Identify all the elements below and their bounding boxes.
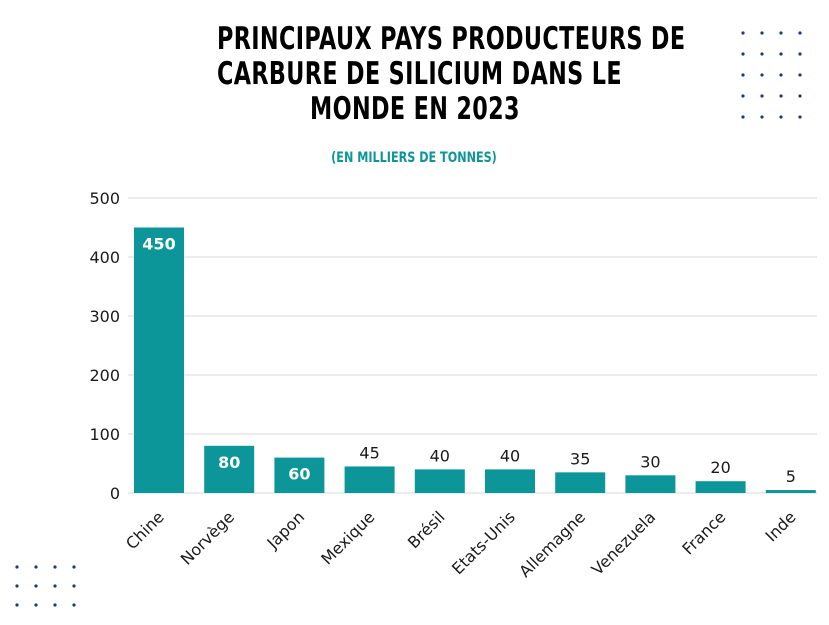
top-right-dot (779, 31, 783, 35)
bottom-left-dot (34, 584, 38, 588)
x-tick-label: Venezuela (588, 507, 660, 579)
top-right-dot (779, 52, 783, 56)
bottom-left-dot (15, 603, 19, 607)
bottom-left-dot (72, 565, 76, 569)
x-tick-label: Japon (263, 507, 309, 553)
data-label: 450 (142, 235, 175, 254)
bottom-left-dot (72, 584, 76, 588)
bar (485, 469, 535, 493)
x-tick-label: Inde (762, 507, 800, 545)
top-right-dot (779, 94, 783, 98)
top-right-dot (741, 52, 745, 56)
x-tick-label: France (678, 507, 729, 558)
top-right-dot (760, 94, 764, 98)
bar (134, 227, 184, 493)
top-right-dot (760, 52, 764, 56)
bar (555, 472, 606, 493)
chart-title-line-1: PRINCIPAUX PAYS PRODUCTEURS DE (216, 21, 686, 57)
bar (274, 457, 325, 493)
data-label: 80 (218, 453, 240, 472)
chart-title: PRINCIPAUX PAYS PRODUCTEURS DE CARBURE D… (216, 21, 686, 127)
top-right-dot (779, 73, 783, 77)
y-tick-label: 300 (89, 307, 120, 326)
x-tick-label: Norvège (177, 507, 238, 568)
x-tick-label: Chine (122, 507, 168, 553)
x-tick-label: Etats-Unis (448, 507, 519, 578)
top-right-dot (798, 115, 802, 119)
bar (625, 475, 676, 493)
x-tick-label: Allemagne (515, 507, 589, 581)
bottom-left-dot (53, 565, 57, 569)
chart-title-line-2: CARBURE DE SILICIUM DANS LE (216, 56, 622, 92)
chart-title-line-3: MONDE EN 2023 (310, 91, 520, 127)
top-right-dot (741, 31, 745, 35)
dot-pattern-top-right (741, 31, 802, 119)
data-label: 40 (430, 446, 450, 465)
top-right-dot (798, 94, 802, 98)
top-right-dot (779, 115, 783, 119)
bar (344, 466, 395, 493)
bottom-left-dot (15, 584, 19, 588)
data-label: 40 (500, 446, 520, 465)
top-right-dot (798, 52, 802, 56)
bottom-left-dot (34, 565, 38, 569)
bar (204, 445, 255, 493)
y-tick-label: 0 (110, 484, 120, 503)
x-tick-label: Mexique (317, 507, 378, 568)
y-tick-label: 200 (89, 366, 120, 385)
bottom-left-dot (53, 603, 57, 607)
bar (765, 490, 816, 493)
data-label: 30 (640, 452, 660, 471)
data-label: 35 (570, 449, 590, 468)
chart-subtitle: (EN MILLIERS DE TONNES) (331, 150, 497, 166)
top-right-dot (798, 73, 802, 77)
bottom-left-dot (34, 603, 38, 607)
bar (414, 469, 465, 493)
top-right-dot (741, 73, 745, 77)
data-label: 5 (786, 467, 796, 486)
bar (695, 481, 746, 493)
y-tick-label: 400 (89, 248, 120, 267)
top-right-dot (798, 31, 802, 35)
data-label: 60 (288, 465, 310, 484)
bottom-left-dot (72, 603, 76, 607)
data-label: 20 (710, 458, 730, 477)
top-right-dot (760, 31, 764, 35)
top-right-dot (741, 115, 745, 119)
bottom-left-dot (53, 584, 57, 588)
dot-pattern-bottom-left (15, 565, 76, 607)
y-tick-label: 100 (89, 425, 120, 444)
top-right-dot (760, 73, 764, 77)
top-right-dot (741, 94, 745, 98)
top-right-dot (760, 115, 764, 119)
y-tick-label: 500 (89, 189, 120, 208)
bottom-left-dot (15, 565, 19, 569)
x-tick-label: Brésil (404, 507, 449, 552)
data-label: 45 (359, 443, 379, 462)
